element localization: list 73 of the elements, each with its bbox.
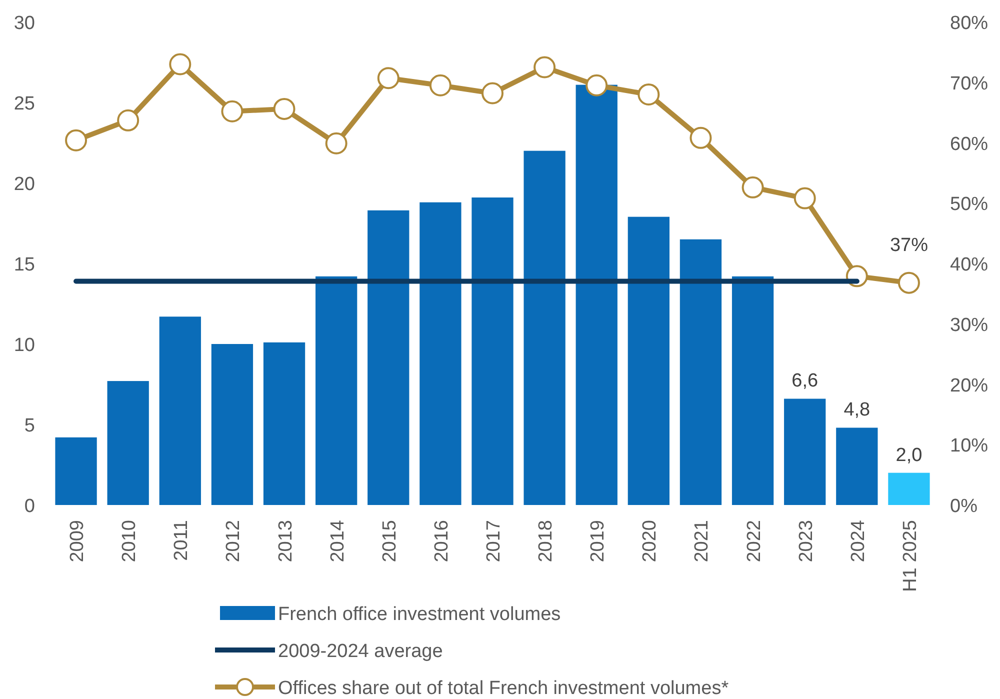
y2-tick-label: 50% — [950, 194, 988, 216]
x-tick-label: 2020 — [640, 520, 661, 562]
y2-tick-label: 70% — [950, 73, 988, 94]
bar — [368, 210, 410, 505]
point — [586, 74, 608, 96]
bar — [524, 150, 566, 505]
point — [482, 82, 504, 104]
point — [638, 83, 660, 106]
bar — [211, 344, 254, 505]
x-tick-label: 2022 — [744, 520, 765, 562]
bar — [159, 316, 201, 505]
x-tick-label: 2021 — [692, 520, 713, 562]
y2-tick-label: 60% — [950, 134, 988, 155]
bar — [836, 428, 878, 505]
x-tick-label: 2017 — [484, 520, 504, 562]
bar — [55, 437, 97, 505]
y-tick-label: 30 — [14, 13, 35, 34]
y-tick-label: 5 — [24, 416, 35, 436]
x-tick-label: 2023 — [796, 520, 817, 562]
x-tick-label: 2018 — [536, 520, 557, 562]
bar — [576, 84, 618, 505]
y-tick-label: 15 — [14, 254, 35, 276]
bar — [784, 398, 826, 505]
point — [429, 74, 452, 96]
bar — [263, 342, 306, 505]
bar — [472, 197, 514, 505]
point — [690, 126, 712, 149]
point — [794, 187, 816, 210]
legend-label: Offices share out of total French investment volumes* — [278, 678, 730, 699]
x-tick-label: H1 2025 — [900, 520, 921, 592]
x-tick-label: 2009 — [67, 520, 88, 562]
point — [325, 132, 348, 154]
bar — [888, 472, 930, 505]
y-tick-label: 10 — [14, 335, 35, 356]
y2-tick-label: 20% — [950, 375, 988, 396]
y2-tick-label: 0% — [950, 496, 978, 517]
data-label: 6,6 — [792, 370, 818, 392]
y2-tick-label: 40% — [950, 254, 988, 276]
x-tick-label: 2015 — [379, 520, 400, 562]
data-label: 2,0 — [896, 444, 922, 466]
x-tick-label: 2012 — [223, 520, 244, 562]
point — [377, 67, 400, 90]
point — [221, 100, 244, 122]
data-label: 37% — [890, 234, 928, 256]
point — [169, 53, 192, 76]
y-tick-label: 20 — [14, 174, 35, 195]
bar — [420, 202, 462, 505]
point — [742, 176, 764, 198]
point — [898, 272, 920, 294]
point — [65, 129, 88, 152]
y2-tick-label: 10% — [950, 436, 988, 457]
bar — [107, 381, 149, 505]
x-tick-label: 2016 — [431, 520, 452, 562]
bar — [316, 276, 358, 505]
point — [117, 109, 140, 132]
bar — [628, 216, 670, 505]
x-tick-label: 2014 — [327, 520, 348, 562]
x-tick-label: 2019 — [588, 520, 609, 562]
x-tick-label: 2011 — [171, 520, 192, 561]
legend-label: 2009-2024 average — [278, 641, 443, 662]
data-label: 4,8 — [844, 400, 870, 421]
y-tick-label: 25 — [14, 94, 35, 114]
bar — [680, 239, 722, 505]
x-tick-label: 2024 — [848, 520, 869, 562]
x-tick-label: 2010 — [119, 520, 140, 562]
x-tick-label: 2013 — [275, 520, 296, 562]
y-tick-label: 0 — [24, 496, 35, 517]
bar — [732, 276, 774, 505]
point — [273, 98, 296, 120]
point — [534, 56, 556, 78]
legend-label: French office investment volumes — [278, 604, 561, 625]
y2-tick-label: 80% — [950, 13, 988, 34]
y2-tick-label: 30% — [950, 314, 988, 336]
